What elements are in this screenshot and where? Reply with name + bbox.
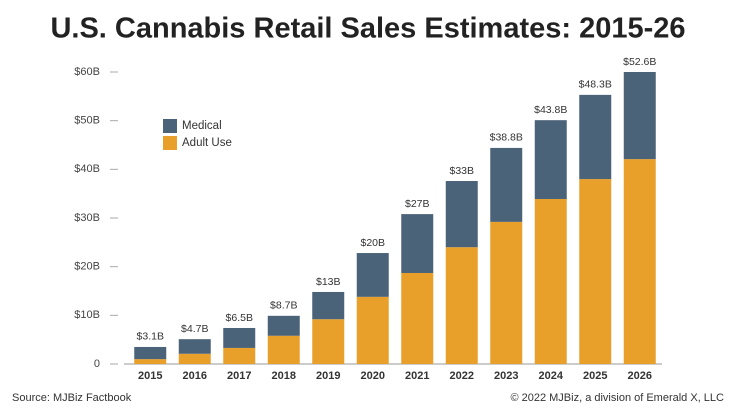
x-tick-label: 2020 (361, 370, 385, 382)
x-tick-label: 2023 (494, 370, 518, 382)
bar-segment (490, 147, 523, 222)
legend-swatch (163, 119, 177, 133)
bar-label: $48.3B (579, 79, 612, 91)
x-tick-label: 2025 (583, 370, 607, 382)
bar-label: $20B (360, 237, 385, 249)
bar-label: $38.8B (490, 132, 523, 144)
chart-title: U.S. Cannabis Retail Sales Estimates: 20… (50, 13, 685, 45)
bar-label: $43.8B (534, 104, 567, 116)
copyright: © 2022 MJBiz, a division of Emerald X, L… (510, 392, 724, 404)
y-tick-label: 0 (94, 358, 100, 370)
x-tick-label: 2019 (316, 370, 340, 382)
x-tick-label: 2015 (138, 370, 162, 382)
y-tick-label: $30B (74, 212, 100, 224)
bar-segment (579, 179, 612, 364)
bar-segment (534, 199, 567, 364)
bar-segment (312, 319, 345, 364)
y-tick-label: $60B (74, 66, 100, 78)
bar-segment (445, 247, 478, 364)
legend-label: Adult Use (182, 137, 232, 149)
x-tick-label: 2017 (227, 370, 251, 382)
x-tick-label: 2016 (183, 370, 207, 382)
bar-segment (178, 353, 211, 364)
bar-segment (579, 94, 612, 180)
bar-segment (445, 181, 478, 248)
bar-label: $4.7B (181, 323, 208, 335)
bar-label: $3.1B (137, 331, 164, 343)
bar-segment (401, 214, 434, 273)
bar-label: $52.6B (623, 56, 656, 68)
bar-segment (223, 347, 256, 364)
bar-segment (312, 291, 345, 320)
bar-segment (134, 346, 167, 360)
bar-segment (356, 296, 389, 364)
bar-segment (623, 72, 656, 160)
y-tick-label: $50B (74, 115, 100, 127)
x-tick-label: 2021 (405, 370, 429, 382)
x-tick-label: 2024 (539, 370, 564, 382)
bar-label: $13B (316, 276, 341, 288)
legend-swatch (163, 136, 177, 150)
bar-segment (401, 272, 434, 364)
bar-segment (490, 221, 523, 364)
bar-label: $27B (405, 198, 430, 210)
bar-segment (267, 315, 300, 336)
source: Source: MJBiz Factbook (12, 392, 132, 404)
bar-segment (223, 327, 256, 348)
x-tick-label: 2018 (272, 370, 296, 382)
y-tick-label: $10B (74, 309, 100, 321)
bar-segment (134, 359, 167, 364)
bar-segment (356, 253, 389, 297)
bar-label: $33B (449, 165, 474, 177)
y-tick-label: $20B (74, 261, 100, 273)
legend-label: Medical (182, 120, 222, 132)
bar-label: $8.7B (270, 300, 297, 312)
x-tick-label: 2026 (628, 370, 652, 382)
bar-segment (623, 159, 656, 364)
bar-segment (534, 120, 567, 200)
bar-segment (267, 335, 300, 364)
bar-segment (178, 339, 211, 354)
x-tick-label: 2022 (450, 370, 474, 382)
bar-label: $6.5B (226, 312, 253, 324)
y-tick-label: $40B (74, 163, 100, 175)
